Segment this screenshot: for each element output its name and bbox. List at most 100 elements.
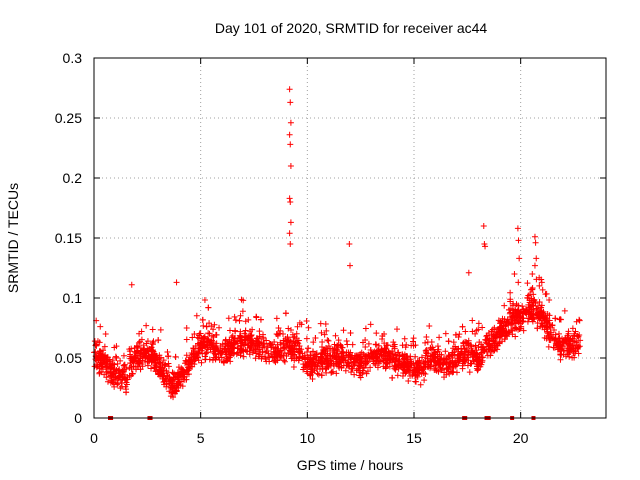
data-point	[412, 369, 419, 376]
data-point	[257, 316, 264, 323]
data-point	[347, 262, 353, 269]
data-point	[342, 352, 349, 359]
data-point	[344, 341, 351, 348]
data-point	[491, 346, 498, 353]
data-point	[362, 325, 369, 332]
data-point	[277, 339, 284, 346]
data-point	[245, 342, 252, 349]
data-point	[544, 319, 551, 326]
data-point	[498, 330, 505, 337]
data-point	[183, 325, 190, 332]
data-point	[290, 364, 297, 371]
data-point	[324, 337, 331, 344]
data-point	[512, 306, 519, 313]
data-point	[225, 315, 232, 322]
data-point	[545, 343, 552, 350]
data-point	[149, 354, 156, 361]
data-point	[138, 349, 145, 356]
data-point	[520, 327, 527, 334]
data-point	[203, 323, 210, 330]
data-point	[446, 353, 453, 360]
data-point	[436, 334, 443, 341]
data-point	[104, 378, 111, 385]
data-point	[511, 271, 518, 277]
data-point	[323, 327, 330, 334]
data-point	[92, 349, 99, 356]
data-point	[366, 355, 373, 362]
data-point	[285, 325, 292, 332]
data-point	[516, 326, 523, 333]
data-point	[399, 352, 406, 359]
data-point	[370, 358, 377, 365]
data-point	[436, 351, 443, 358]
data-point	[565, 328, 572, 335]
data-point	[446, 363, 453, 370]
data-point	[112, 353, 119, 360]
y-tick-label: 0.3	[63, 50, 83, 66]
data-point	[563, 336, 570, 343]
data-point	[286, 131, 293, 138]
data-point	[383, 350, 390, 357]
data-point	[569, 325, 576, 332]
data-point	[246, 348, 253, 355]
data-point	[531, 233, 538, 240]
data-point	[577, 337, 584, 344]
data-point	[266, 340, 273, 347]
data-point	[488, 344, 495, 351]
data-point	[322, 321, 329, 328]
data-point	[238, 296, 245, 303]
y-tick-label: 0.05	[55, 350, 82, 366]
data-point	[464, 354, 471, 361]
data-point	[255, 346, 262, 353]
data-point	[109, 371, 116, 378]
data-point	[304, 349, 311, 356]
x-tick-label: 20	[513, 430, 529, 446]
data-point	[529, 316, 536, 323]
data-point	[114, 381, 121, 388]
y-tick-label: 0.1	[63, 290, 83, 306]
data-point	[365, 351, 372, 358]
data-point	[494, 346, 501, 353]
data-point	[138, 336, 145, 343]
data-point	[202, 356, 209, 363]
x-tick-label: 0	[90, 430, 98, 446]
data-point	[462, 328, 469, 335]
data-point	[483, 333, 490, 340]
data-point	[461, 359, 468, 366]
data-point	[552, 315, 559, 322]
data-point	[372, 341, 379, 348]
data-point	[318, 372, 325, 379]
data-point	[227, 352, 234, 359]
data-point	[91, 363, 98, 370]
data-point	[160, 379, 167, 386]
data-point	[472, 343, 479, 350]
data-point	[268, 351, 275, 358]
data-point	[312, 335, 319, 342]
data-point	[437, 361, 444, 368]
data-point	[485, 329, 492, 336]
data-point	[144, 358, 151, 365]
data-point	[226, 327, 233, 334]
y-tick-label: 0.15	[55, 230, 82, 246]
data-point	[473, 350, 480, 357]
data-point	[234, 349, 241, 356]
plot-frame	[93, 57, 607, 419]
data-point	[506, 306, 513, 313]
data-point	[287, 141, 294, 148]
data-point	[164, 348, 171, 355]
data-point	[416, 357, 423, 364]
data-point	[276, 348, 283, 355]
data-point	[149, 326, 156, 333]
data-point	[515, 237, 522, 244]
data-point	[538, 304, 545, 311]
data-point	[527, 303, 534, 310]
data-point	[356, 359, 363, 366]
data-point	[176, 378, 183, 385]
data-point	[343, 337, 350, 344]
data-point	[574, 342, 581, 349]
data-point	[421, 377, 428, 384]
data-point	[101, 343, 108, 350]
data-point	[348, 369, 355, 376]
axis-ticks: 0 5 10 15 20 0 0.05 0.1 0.15 0.2 0.25 0.3	[55, 50, 606, 446]
data-point	[508, 327, 515, 334]
